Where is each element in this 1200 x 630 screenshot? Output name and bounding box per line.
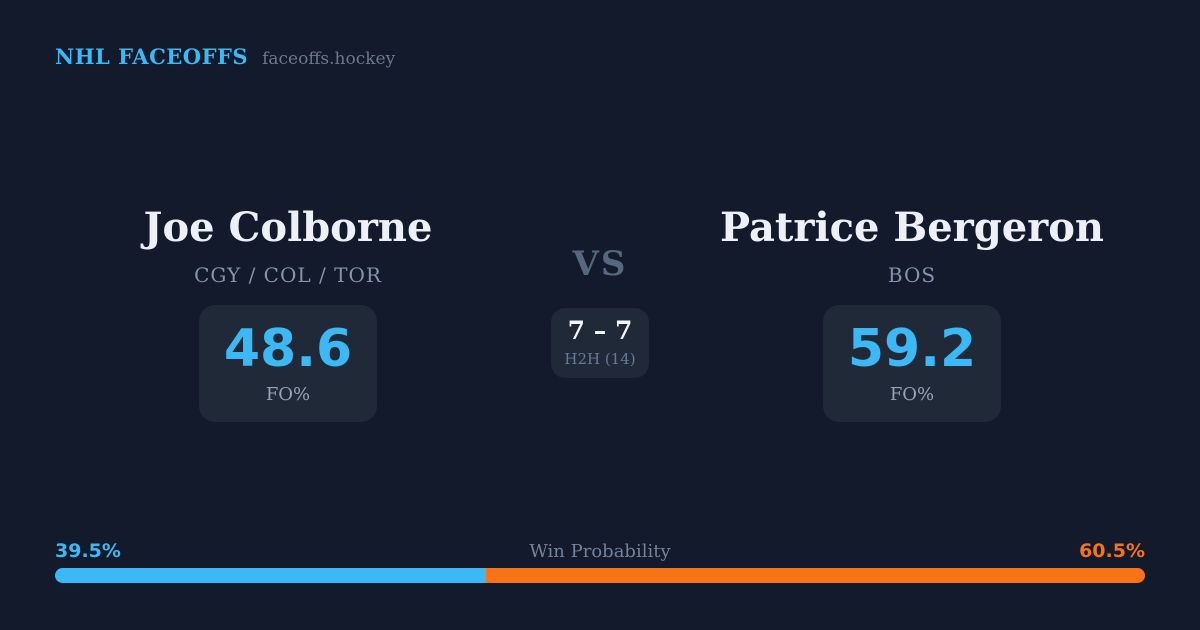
vs-label: VS (572, 244, 628, 284)
site-domain: faceoffs.hockey (262, 49, 396, 69)
player-name: Joe Colborne (143, 204, 433, 251)
win-probability-labels: 39.5% Win Probability 60.5% (55, 540, 1145, 564)
win-probability-right-segment (485, 568, 1145, 583)
player-left-column: Joe Colborne CGY / COL / TOR 48.6 FO% (88, 205, 488, 422)
player-name: Patrice Bergeron (720, 204, 1104, 251)
faceoff-percentage-label: FO% (265, 383, 311, 405)
player-right-column: Patrice Bergeron BOS 59.2 FO% (712, 205, 1112, 422)
head-to-head-box: 7 – 7 H2H (14) (551, 308, 649, 378)
stat-card: 59.2 FO% (823, 305, 1001, 422)
win-probability-left-segment (55, 568, 486, 583)
win-probability-right-percentage: 60.5% (1079, 540, 1145, 562)
win-probability-bar (55, 568, 1145, 583)
brand-wordmark: NHL FACEOFFS (55, 44, 249, 69)
stat-card: 48.6 FO% (199, 305, 377, 422)
win-probability-title: Win Probability (529, 541, 671, 562)
head-to-head-score: 7 – 7 (567, 316, 633, 345)
faceoff-percentage-value: 59.2 (847, 318, 977, 379)
head-to-head-label: H2H (14) (564, 350, 636, 368)
win-probability-left-percentage: 39.5% (55, 540, 121, 562)
player-teams: BOS (887, 263, 937, 287)
player-teams: CGY / COL / TOR (194, 263, 382, 287)
faceoff-percentage-value: 48.6 (223, 318, 353, 379)
faceoff-percentage-label: FO% (889, 383, 935, 405)
matchup-center-column: VS 7 – 7 H2H (14) (500, 247, 700, 378)
header: NHL FACEOFFS faceoffs.hockey (55, 44, 395, 69)
